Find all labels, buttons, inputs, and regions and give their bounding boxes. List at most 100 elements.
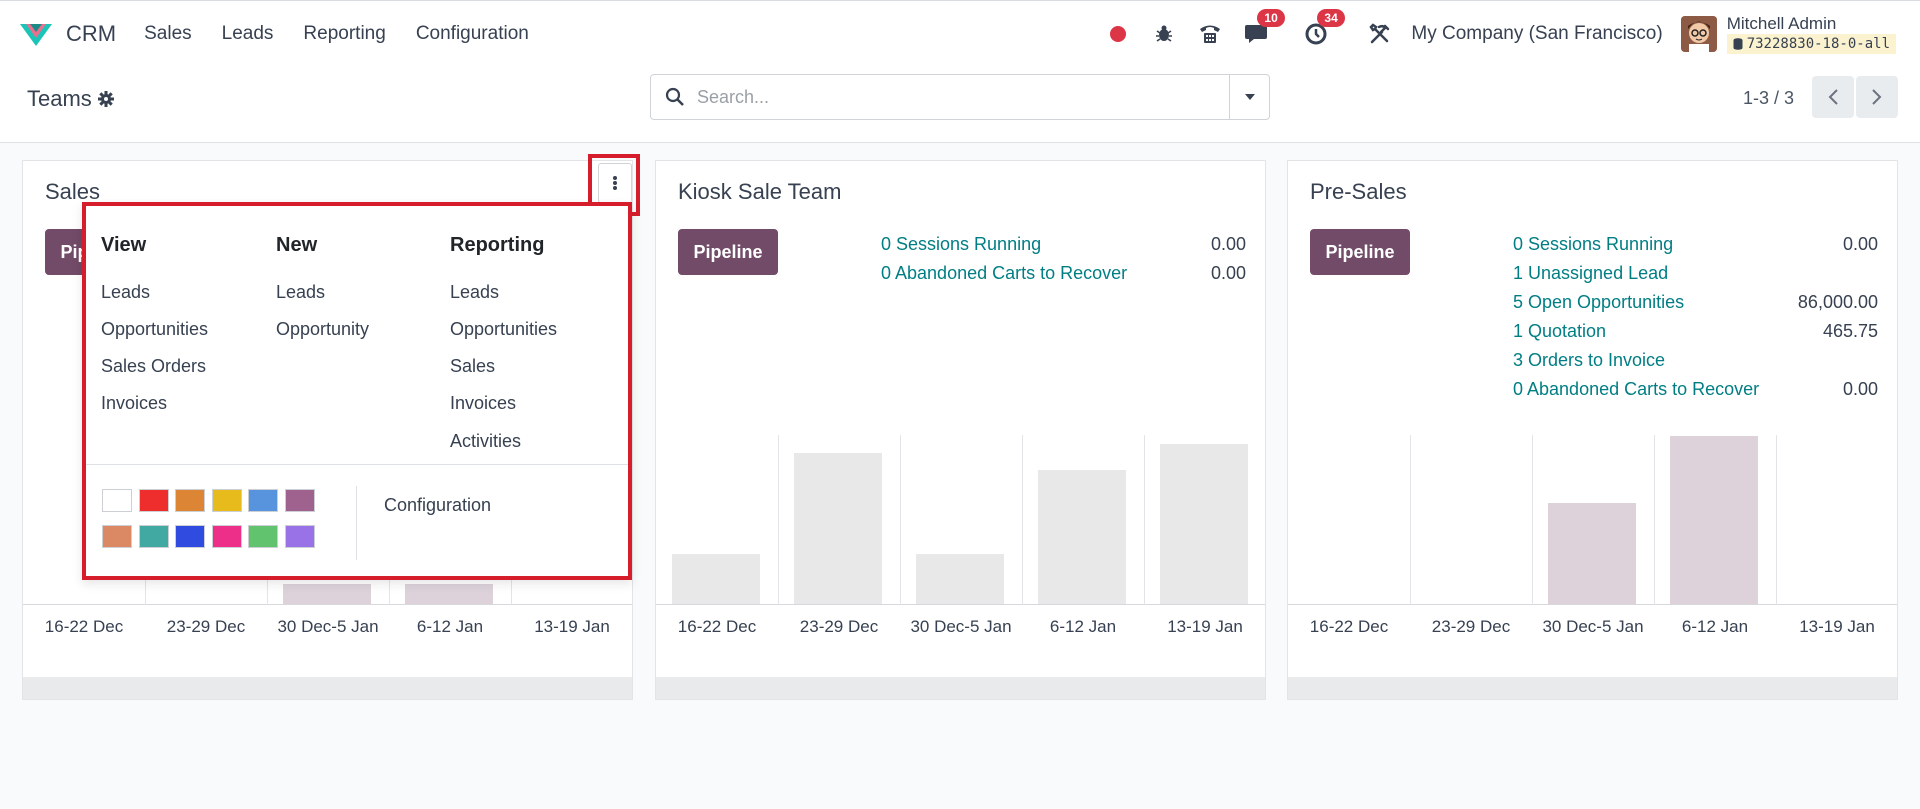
stat-label[interactable]: 1 Unassigned Lead: [1513, 263, 1669, 283]
search-bar[interactable]: [650, 74, 1270, 120]
chart-bar[interactable]: [1160, 444, 1248, 604]
view-invoices[interactable]: Invoices: [101, 393, 168, 413]
color-swatch[interactable]: [248, 489, 278, 512]
search-icon: [665, 87, 684, 106]
menu-sales[interactable]: Sales: [144, 22, 192, 44]
stat-value: 465.75: [1822, 321, 1878, 341]
color-swatch[interactable]: [175, 525, 205, 548]
stat-row[interactable]: 0 Sessions Running 0.00: [1513, 234, 1878, 255]
stat-label[interactable]: 5 Open Opportunities: [1513, 292, 1685, 312]
stat-label[interactable]: 0 Sessions Running: [1513, 234, 1674, 254]
color-swatch[interactable]: [211, 489, 242, 512]
systray: 10 34 My Company (San Francisco) Mitchel…: [1085, 1, 1896, 67]
view-sales-orders[interactable]: Sales Orders: [101, 356, 207, 376]
color-swatch[interactable]: [138, 489, 169, 512]
card-chart[interactable]: [656, 435, 1265, 605]
stat-row[interactable]: 5 Open Opportunities 86,000.00: [1513, 292, 1878, 313]
caret-down-icon: [1244, 94, 1255, 100]
pipeline-button[interactable]: Pipeline: [1310, 229, 1410, 275]
menu-leads[interactable]: Leads: [221, 22, 274, 44]
stat-row[interactable]: 3 Orders to Invoice: [1513, 350, 1878, 371]
stat-label[interactable]: 1 Quotation: [1513, 321, 1607, 341]
gear-icon[interactable]: [97, 91, 114, 107]
bug-icon[interactable]: [1151, 21, 1177, 47]
stat-row[interactable]: 0 Sessions Running 0.00: [881, 234, 1246, 255]
color-swatch[interactable]: [102, 525, 132, 548]
reporting-opportunities[interactable]: Opportunities: [450, 319, 558, 339]
color-swatch[interactable]: [248, 525, 278, 548]
card-options-button[interactable]: [598, 163, 632, 203]
menu-reporting[interactable]: Reporting: [303, 22, 386, 44]
card-chart[interactable]: [1288, 435, 1897, 605]
view-opportunities[interactable]: Opportunities: [101, 319, 209, 339]
stat-value: 0.00: [1842, 379, 1878, 399]
chart-tick-label: 16-22 Dec: [677, 617, 757, 636]
main-menu: Sales Leads Reporting Configuration: [144, 23, 559, 45]
stat-row[interactable]: 1 Quotation 465.75: [1513, 321, 1878, 342]
brand[interactable]: CRM: [18, 20, 116, 48]
card-options-dropdown: View Leads Opportunities Sales Orders In…: [82, 202, 632, 580]
new-opportunity[interactable]: Opportunity: [276, 319, 370, 339]
chart-bar[interactable]: [1548, 503, 1636, 604]
team-card-kiosk[interactable]: Kiosk Sale Team Pipeline 0 Sessions Runn…: [655, 160, 1266, 700]
chart-tick-label: 6-12 Jan: [1681, 617, 1749, 636]
search-options-toggle[interactable]: [1229, 75, 1269, 119]
stat-label[interactable]: 0 Abandoned Carts to Recover: [1513, 379, 1760, 399]
search-input[interactable]: [697, 86, 1217, 108]
color-swatch[interactable]: [102, 489, 132, 512]
company-switcher[interactable]: My Company (San Francisco): [1411, 23, 1663, 44]
stat-label[interactable]: 0 Sessions Running: [881, 234, 1042, 254]
stat-row[interactable]: 0 Abandoned Carts to Recover 0.00: [881, 263, 1246, 284]
chart-bar[interactable]: [405, 584, 493, 604]
color-swatch[interactable]: [175, 489, 205, 512]
stat-label[interactable]: 0 Abandoned Carts to Recover: [881, 263, 1128, 283]
tools-icon[interactable]: [1367, 21, 1393, 47]
chart-bar[interactable]: [1038, 470, 1126, 604]
database-name: 73228830-18-0-all: [1746, 36, 1890, 52]
card-title[interactable]: Sales: [45, 179, 101, 204]
user-avatar[interactable]: [1680, 16, 1717, 52]
chart-tick-label: 6-12 Jan: [1049, 617, 1117, 636]
stat-row[interactable]: 1 Unassigned Lead: [1513, 263, 1878, 284]
messages-icon[interactable]: 10: [1243, 9, 1285, 47]
dropdown-heading-view: View: [101, 234, 147, 256]
color-swatch[interactable]: [138, 525, 169, 548]
color-swatch[interactable]: [211, 525, 242, 548]
chart-bar[interactable]: [283, 584, 371, 604]
chart-bar[interactable]: [794, 453, 882, 604]
pipeline-button[interactable]: Pipeline: [678, 229, 778, 275]
card-title[interactable]: Kiosk Sale Team: [678, 179, 842, 204]
pager-next-button[interactable]: [1856, 76, 1898, 118]
chart-tick-label: 30 Dec-5 Jan: [277, 617, 379, 636]
pager-value[interactable]: 1-3 / 3: [1743, 88, 1795, 108]
reporting-leads[interactable]: Leads: [450, 282, 500, 302]
chart-bar[interactable]: [916, 554, 1004, 604]
configuration-link[interactable]: Configuration: [384, 495, 492, 515]
menu-configuration[interactable]: Configuration: [415, 22, 529, 44]
reporting-invoices[interactable]: Invoices: [450, 393, 517, 413]
pager-previous-button[interactable]: [1812, 76, 1854, 118]
team-card-presales[interactable]: Pre-Sales Pipeline 0 Sessions Running 0.…: [1287, 160, 1898, 700]
chart-bar[interactable]: [1670, 436, 1758, 604]
stat-label[interactable]: 3 Orders to Invoice: [1513, 350, 1666, 370]
top-navbar: CRM Sales Leads Reporting Configuration …: [0, 0, 1920, 66]
chart-bar[interactable]: [672, 554, 760, 604]
chart-tick-label: 23-29 Dec: [799, 617, 879, 636]
card-footer: [1288, 677, 1897, 699]
chevron-left-icon: [1828, 89, 1838, 105]
reporting-sales[interactable]: Sales: [450, 356, 496, 376]
color-swatch[interactable]: [284, 489, 315, 512]
activity-clock-icon[interactable]: 34: [1303, 9, 1345, 47]
recording-icon[interactable]: [1105, 21, 1131, 47]
card-title[interactable]: Pre-Sales: [1310, 179, 1407, 204]
stat-row[interactable]: 0 Abandoned Carts to Recover 0.00: [1513, 379, 1878, 400]
view-leads[interactable]: Leads: [101, 282, 151, 302]
chart-tick-label: 13-19 Jan: [534, 617, 610, 636]
reporting-activities[interactable]: Activities: [450, 431, 522, 451]
chart-tick-label: 30 Dec-5 Jan: [1542, 617, 1644, 636]
new-leads[interactable]: Leads: [276, 282, 326, 302]
phone-icon[interactable]: [1197, 21, 1223, 47]
user-menu[interactable]: Mitchell Admin 73228830-18-0-all: [1726, 14, 1896, 54]
stat-value: 0.00: [1210, 263, 1246, 283]
color-swatch[interactable]: [284, 525, 315, 548]
